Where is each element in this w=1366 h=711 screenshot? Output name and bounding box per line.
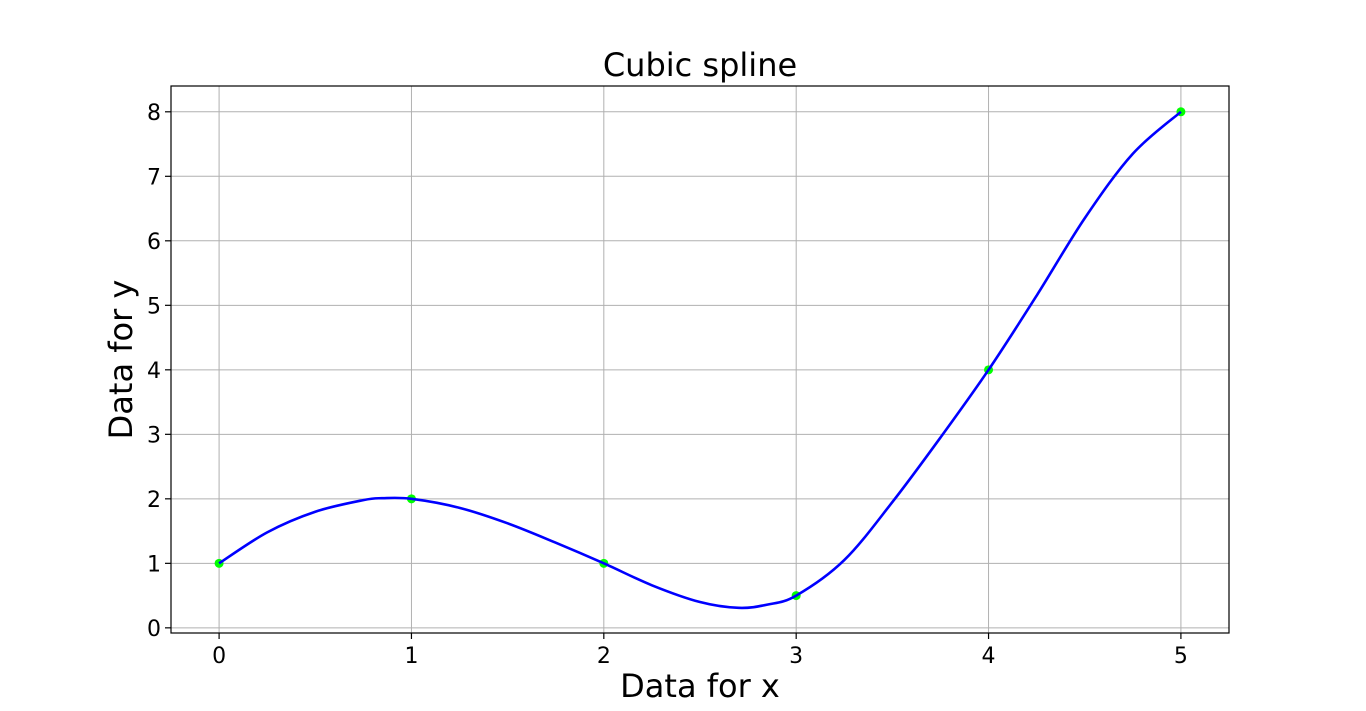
y-tick-label: 0 [147, 617, 161, 642]
x-tick-label: 0 [212, 644, 226, 669]
spline-curve [218, 110, 1182, 610]
x-tick-label: 1 [404, 644, 418, 669]
y-tick-label: 1 [147, 552, 161, 577]
y-tick-label: 4 [147, 359, 161, 384]
grid-lines [171, 86, 1229, 633]
y-tick-label: 5 [147, 294, 161, 319]
axis-ticks: 0 1 2 3 4 5 0 1 2 3 4 5 6 7 8 [147, 101, 1188, 669]
x-axis-label: Data for x [620, 667, 780, 705]
y-axis-label: Data for y [102, 280, 140, 440]
x-tick-label: 3 [789, 644, 803, 669]
y-tick-label: 6 [147, 230, 161, 255]
x-tick-label: 4 [982, 644, 996, 669]
y-tick-label: 3 [147, 423, 161, 448]
x-tick-label: 5 [1174, 644, 1188, 669]
plot-series [214, 107, 1186, 610]
plot-frame [170, 85, 1230, 634]
x-tick-label: 2 [597, 644, 611, 669]
y-tick-label: 2 [147, 488, 161, 513]
y-tick-label: 7 [147, 165, 161, 190]
chart-title: Cubic spline [603, 46, 797, 84]
y-tick-label: 8 [147, 101, 161, 126]
